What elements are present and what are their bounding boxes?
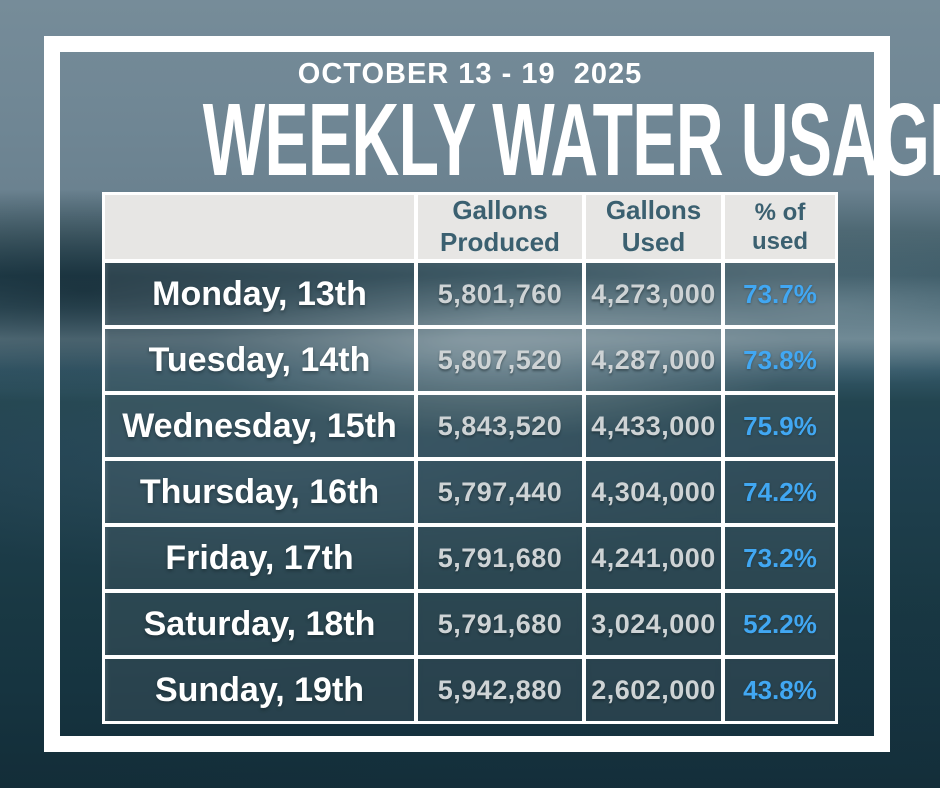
gallons-used-cell: 4,273,000 — [586, 263, 721, 325]
gallons-used-cell: 4,304,000 — [586, 461, 721, 523]
page-title-text: WEEKLY WATER USAGE — [202, 83, 940, 198]
gallons-used-cell-text: 4,433,000 — [591, 410, 716, 441]
gallons-produced-cell: 5,942,880 — [418, 659, 582, 721]
gallons-produced-cell: 5,801,760 — [418, 263, 582, 325]
header-line: Produced — [440, 227, 560, 257]
gallons-used-cell: 3,024,000 — [586, 593, 721, 655]
percent-used-cell-text: 73.8% — [743, 344, 817, 375]
gallons-used-cell: 4,241,000 — [586, 527, 721, 589]
gallons-used-cell-text: 4,304,000 — [591, 476, 716, 507]
header-line: Gallons — [605, 195, 702, 226]
gallons-produced-cell-text: 5,843,520 — [437, 410, 563, 441]
day-cell-text: Saturday, 18th — [143, 604, 376, 643]
gallons-produced-cell-text: 5,797,440 — [437, 476, 563, 507]
day-cell-text: Tuesday, 14th — [148, 340, 371, 379]
column-header-gallons-used: Gallons Used — [586, 195, 721, 259]
day-cell: Saturday, 18th — [105, 593, 414, 655]
day-cell: Wednesday, 15th — [105, 395, 414, 457]
day-cell-text: Monday, 13th — [152, 274, 367, 313]
percent-used-cell-text: 43.8% — [743, 674, 817, 705]
gallons-used-cell-text: 3,024,000 — [591, 608, 716, 639]
percent-used-cell-text: 74.2% — [743, 476, 817, 507]
percent-used-cell: 74.2% — [725, 461, 835, 523]
percent-used-cell: 52.2% — [725, 593, 835, 655]
date-range-label: OCTOBER 13 - 19 2025 — [297, 58, 643, 90]
header-line: Gallons — [452, 195, 548, 226]
water-usage-table: Gallons Produced Gallons Used % of used … — [102, 192, 838, 724]
percent-used-cell-text: 73.7% — [743, 278, 817, 309]
percent-used-cell-text: 75.9% — [743, 410, 817, 441]
gallons-produced-cell-text: 5,791,680 — [437, 608, 563, 639]
gallons-used-cell-text: 4,287,000 — [591, 344, 716, 375]
header-line: % of — [754, 198, 806, 226]
gallons-used-cell: 4,287,000 — [586, 329, 721, 391]
header-line: Used — [621, 227, 686, 257]
day-cell: Monday, 13th — [105, 263, 414, 325]
gallons-produced-cell: 5,843,520 — [418, 395, 582, 457]
day-cell-text: Sunday, 19th — [154, 670, 365, 709]
gallons-used-cell: 2,602,000 — [586, 659, 721, 721]
gallons-used-cell-text: 2,602,000 — [591, 674, 716, 705]
page-title: WEEKLY WATER USAGE — [0, 83, 940, 198]
gallons-produced-cell-text: 5,807,520 — [437, 344, 563, 375]
column-header-percent-used: % of used — [725, 195, 835, 259]
day-cell-text: Thursday, 16th — [139, 472, 380, 511]
percent-used-cell-text: 73.2% — [743, 542, 817, 573]
percent-used-cell: 73.2% — [725, 527, 835, 589]
gallons-produced-cell-text: 5,791,680 — [437, 542, 563, 573]
gallons-used-cell-text: 4,241,000 — [591, 542, 716, 573]
gallons-used-cell-text: 4,273,000 — [591, 278, 716, 309]
column-header-gallons-produced: Gallons Produced — [418, 195, 582, 259]
day-cell-text: Wednesday, 15th — [122, 406, 397, 445]
day-cell: Thursday, 16th — [105, 461, 414, 523]
column-header-day — [105, 195, 414, 259]
gallons-used-cell: 4,433,000 — [586, 395, 721, 457]
percent-used-cell: 75.9% — [725, 395, 835, 457]
gallons-produced-cell: 5,791,680 — [418, 593, 582, 655]
day-cell-text: Friday, 17th — [165, 538, 354, 577]
percent-used-cell: 43.8% — [725, 659, 835, 721]
gallons-produced-cell-text: 5,942,880 — [437, 674, 563, 705]
gallons-produced-cell: 5,807,520 — [418, 329, 582, 391]
gallons-produced-cell: 5,791,680 — [418, 527, 582, 589]
percent-used-cell: 73.8% — [725, 329, 835, 391]
day-cell: Tuesday, 14th — [105, 329, 414, 391]
day-cell: Sunday, 19th — [105, 659, 414, 721]
gallons-produced-cell: 5,797,440 — [418, 461, 582, 523]
percent-used-cell-text: 52.2% — [743, 608, 817, 639]
white-border-frame — [44, 36, 890, 752]
day-cell: Friday, 17th — [105, 527, 414, 589]
percent-used-cell: 73.7% — [725, 263, 835, 325]
header-line: used — [751, 228, 808, 255]
gallons-produced-cell-text: 5,801,760 — [437, 278, 563, 309]
